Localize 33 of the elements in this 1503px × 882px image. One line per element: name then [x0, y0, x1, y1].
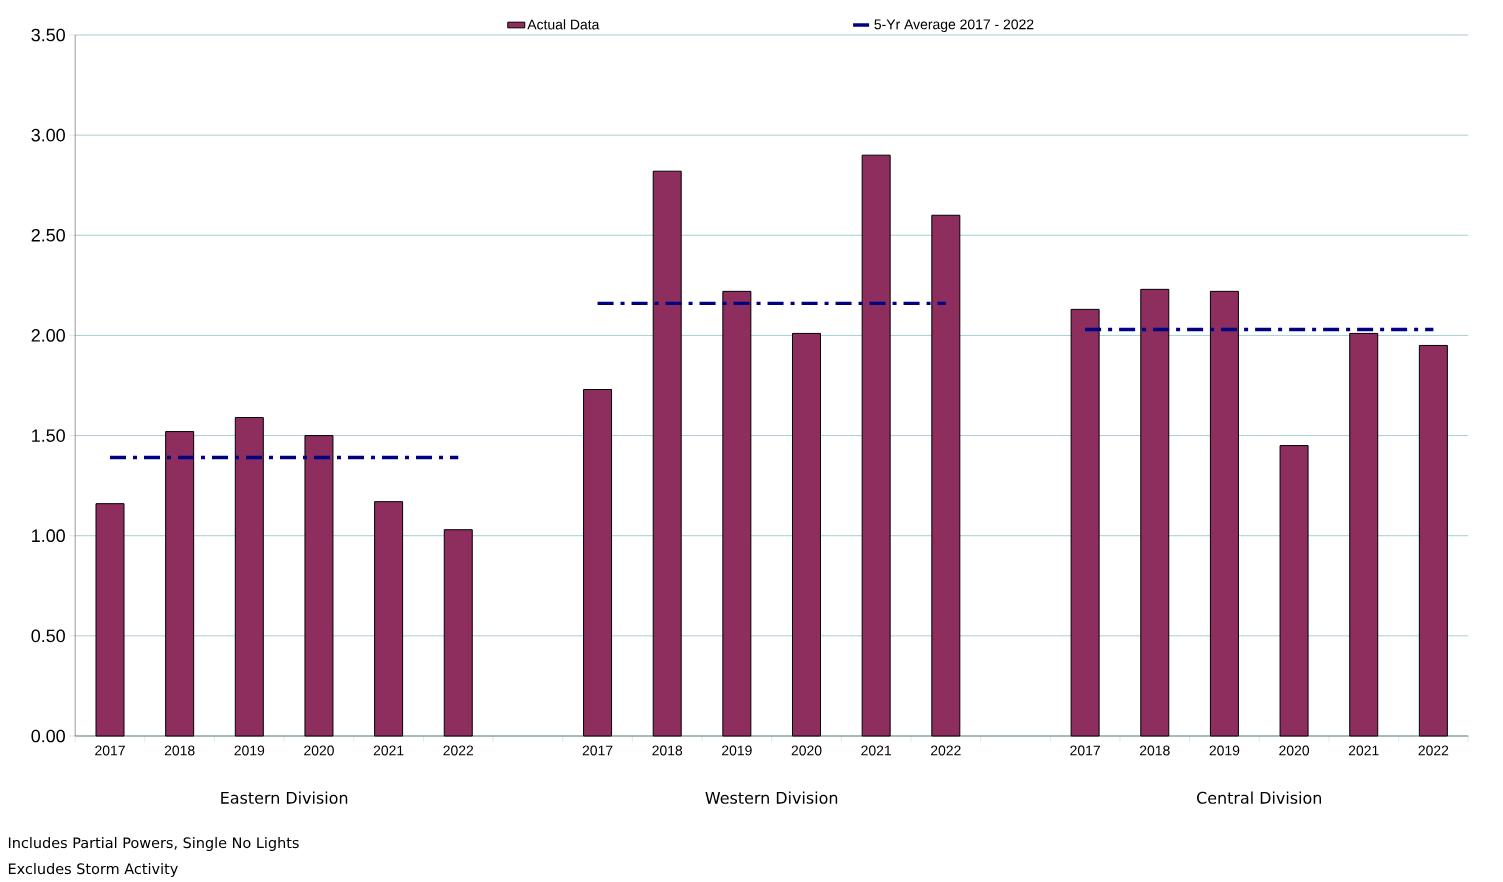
x-tick-label: 2018 [1139, 745, 1170, 756]
x-tick-label: 2021 [373, 745, 404, 756]
x-tick-label: 2022 [1418, 745, 1449, 756]
y-tick-label: 2.50 [31, 228, 65, 242]
x-tick-label: 2017 [1070, 745, 1100, 756]
y-tick-label: 1.00 [32, 529, 65, 543]
text: Excludes Storm Activity [8, 863, 178, 877]
text: Includes Partial Powers, Single No Lights [8, 837, 299, 851]
x-tick-label: 2022 [931, 745, 961, 756]
x-tick-label: 2020 [1279, 745, 1310, 756]
x-tick-label: 2017 [582, 745, 613, 756]
x-tick-label: 2017 [95, 745, 125, 756]
y-tick-label: 3.50 [31, 28, 65, 42]
text: Central Division [1197, 791, 1322, 804]
x-tick-label: 2019 [722, 745, 752, 756]
x-tick-label: 2021 [861, 745, 891, 756]
text: Western Division [705, 791, 838, 804]
x-tick-label: 2018 [164, 745, 195, 756]
x-tick-label: 2022 [443, 745, 474, 756]
y-tick-label: 3.00 [31, 128, 65, 142]
x-tick-label: 2018 [652, 745, 683, 756]
legend-label: Actual Data [527, 19, 600, 30]
x-tick-label: 2019 [234, 745, 265, 756]
y-tick-label: 0.00 [31, 729, 65, 743]
x-tick-label: 2019 [1209, 745, 1240, 756]
y-tick-label: 0.50 [31, 629, 65, 643]
x-tick-label: 2020 [791, 745, 822, 756]
x-tick-label: 2021 [1348, 745, 1379, 756]
y-tick-label: 2.00 [31, 329, 65, 342]
text: Eastern Division [221, 791, 348, 804]
legend-label: 5-Yr Average 2017 - 2022 [874, 19, 1034, 33]
y-tick-label: 1.50 [32, 429, 65, 442]
x-tick-label: 2020 [304, 745, 334, 756]
